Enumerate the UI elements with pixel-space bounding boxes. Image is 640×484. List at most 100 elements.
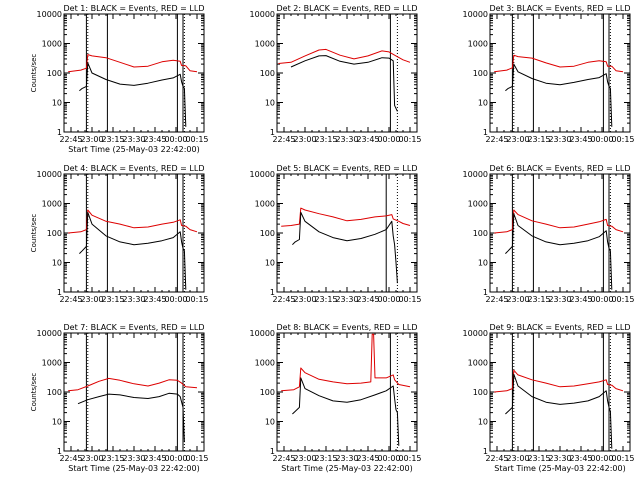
chart-panel-2: Det 2: BLACK = Events, RED = LLD 1 10 100 10…	[250, 4, 422, 144]
chart-panel-7: Det 7: BLACK = Events, RED = LLD 1 10 100 10…	[30, 323, 209, 473]
y-tick-label: 1000	[255, 40, 275, 49]
x-tick-label: 00:00	[164, 454, 187, 463]
x-tick-label: 23:45	[569, 295, 592, 304]
events-series-line	[292, 211, 398, 284]
y-tick-label: 10	[478, 418, 488, 427]
x-tick-label: 23:15	[527, 295, 550, 304]
x-tick-label: 00:15	[398, 454, 421, 463]
x-tick-label: 23:15	[314, 135, 337, 144]
x-tick-label: 00:00	[164, 295, 187, 304]
x-tick-label: 22:45	[59, 135, 82, 144]
y-tick-label: 1	[57, 288, 62, 297]
x-tick-label: 00:15	[398, 295, 421, 304]
y-axis-label: Counts/sec	[30, 373, 38, 412]
events-series-line	[79, 211, 187, 290]
y-tick-label: 1	[57, 128, 62, 137]
x-tick-label: 23:15	[101, 135, 124, 144]
x-tick-label: 00:15	[185, 135, 208, 144]
x-tick-label: 00:15	[611, 454, 634, 463]
x-tick-label: 23:30	[335, 295, 358, 304]
y-tick-label: 10	[265, 259, 275, 268]
y-tick-label: 100	[47, 69, 62, 78]
x-tick-label: 22:45	[485, 454, 508, 463]
chart-panel-8: Det 8: BLACK = Events, RED = LLD 1 10 100 10…	[250, 323, 422, 473]
x-tick-label: 00:00	[590, 135, 613, 144]
y-tick-label: 100	[260, 69, 275, 78]
y-tick-label: 1000	[468, 40, 488, 49]
x-tick-label: 23:45	[569, 135, 592, 144]
x-tick-label: 23:30	[548, 295, 571, 304]
x-tick-label: 23:15	[101, 295, 124, 304]
panel-title: Det 9: BLACK = Events, RED = LLD	[490, 323, 631, 332]
x-tick-label: 23:00	[293, 295, 316, 304]
lld-series-line	[281, 207, 411, 227]
y-tick-label: 100	[260, 229, 275, 238]
y-tick-label: 10	[52, 259, 62, 268]
x-tick-label: 23:00	[293, 454, 316, 463]
x-tick-label: 00:15	[611, 295, 634, 304]
events-series-line	[79, 62, 187, 127]
y-tick-label: 100	[473, 229, 488, 238]
chart-panel-3: Det 3: BLACK = Events, RED = LLD 1 10 100 10…	[463, 4, 635, 144]
plot-frame	[276, 13, 418, 133]
panel-title: Det 5: BLACK = Events, RED = LLD	[277, 164, 418, 173]
y-tick-label: 10	[478, 99, 488, 108]
lld-series-line	[68, 377, 198, 392]
events-series-line	[505, 213, 613, 290]
y-tick-label: 1	[483, 288, 488, 297]
x-tick-label: 00:00	[377, 135, 400, 144]
y-tick-label: 10	[52, 99, 62, 108]
x-tick-label: 23:30	[122, 295, 145, 304]
y-tick-label: 10000	[463, 170, 488, 179]
x-tick-label: 23:30	[122, 135, 145, 144]
events-series-line	[290, 55, 398, 112]
y-tick-label: 10000	[37, 10, 62, 19]
y-tick-label: 10	[52, 418, 62, 427]
x-tick-label: 00:00	[590, 454, 613, 463]
y-tick-label: 100	[260, 388, 275, 397]
x-tick-label: 23:30	[548, 454, 571, 463]
x-axis-label: Start Time (25-May-03 22:42:00)	[281, 464, 412, 473]
x-tick-label: 00:15	[611, 135, 634, 144]
x-tick-label: 23:00	[80, 295, 103, 304]
y-tick-label: 10000	[250, 170, 275, 179]
x-tick-label: 00:15	[398, 135, 421, 144]
x-tick-label: 23:45	[356, 295, 379, 304]
y-axis-label: Counts/sec	[30, 54, 38, 93]
x-tick-label: 23:15	[314, 295, 337, 304]
x-tick-label: 00:15	[185, 454, 208, 463]
lld-series-line	[494, 54, 624, 73]
events-series-line	[505, 373, 613, 449]
x-tick-label: 23:30	[335, 454, 358, 463]
x-tick-label: 22:45	[485, 295, 508, 304]
x-tick-label: 00:00	[377, 295, 400, 304]
y-tick-label: 10	[478, 259, 488, 268]
y-tick-label: 1000	[42, 200, 62, 209]
y-tick-label: 100	[473, 388, 488, 397]
x-tick-label: 23:45	[143, 454, 166, 463]
y-tick-label: 1000	[255, 359, 275, 368]
y-tick-label: 1000	[468, 200, 488, 209]
y-tick-label: 1	[57, 447, 62, 456]
panel-title: Det 4: BLACK = Events, RED = LLD	[64, 164, 205, 173]
panel-title: Det 1: BLACK = Events, RED = LLD	[64, 4, 205, 13]
x-tick-label: 22:45	[59, 454, 82, 463]
chart-panel-1: Det 1: BLACK = Events, RED = LLD 1 10 100 10…	[30, 4, 209, 154]
x-axis-label: Start Time (25-May-03 22:42:00)	[494, 464, 625, 473]
chart-panel-5: Det 5: BLACK = Events, RED = LLD 1 10 100 10…	[250, 164, 422, 304]
y-tick-label: 10000	[463, 329, 488, 338]
y-tick-label: 1000	[42, 359, 62, 368]
y-tick-label: 10	[265, 99, 275, 108]
chart-panel-6: Det 6: BLACK = Events, RED = LLD 1 10 100 10…	[463, 164, 635, 304]
x-tick-label: 23:15	[101, 454, 124, 463]
y-axis-label: Counts/sec	[30, 214, 38, 253]
y-tick-label: 1	[483, 128, 488, 137]
panel-title: Det 3: BLACK = Events, RED = LLD	[490, 4, 631, 13]
x-tick-label: 23:00	[506, 295, 529, 304]
x-tick-label: 00:00	[590, 295, 613, 304]
x-tick-label: 22:45	[272, 454, 295, 463]
x-tick-label: 23:00	[80, 454, 103, 463]
y-tick-label: 10000	[37, 170, 62, 179]
x-tick-label: 23:30	[335, 135, 358, 144]
